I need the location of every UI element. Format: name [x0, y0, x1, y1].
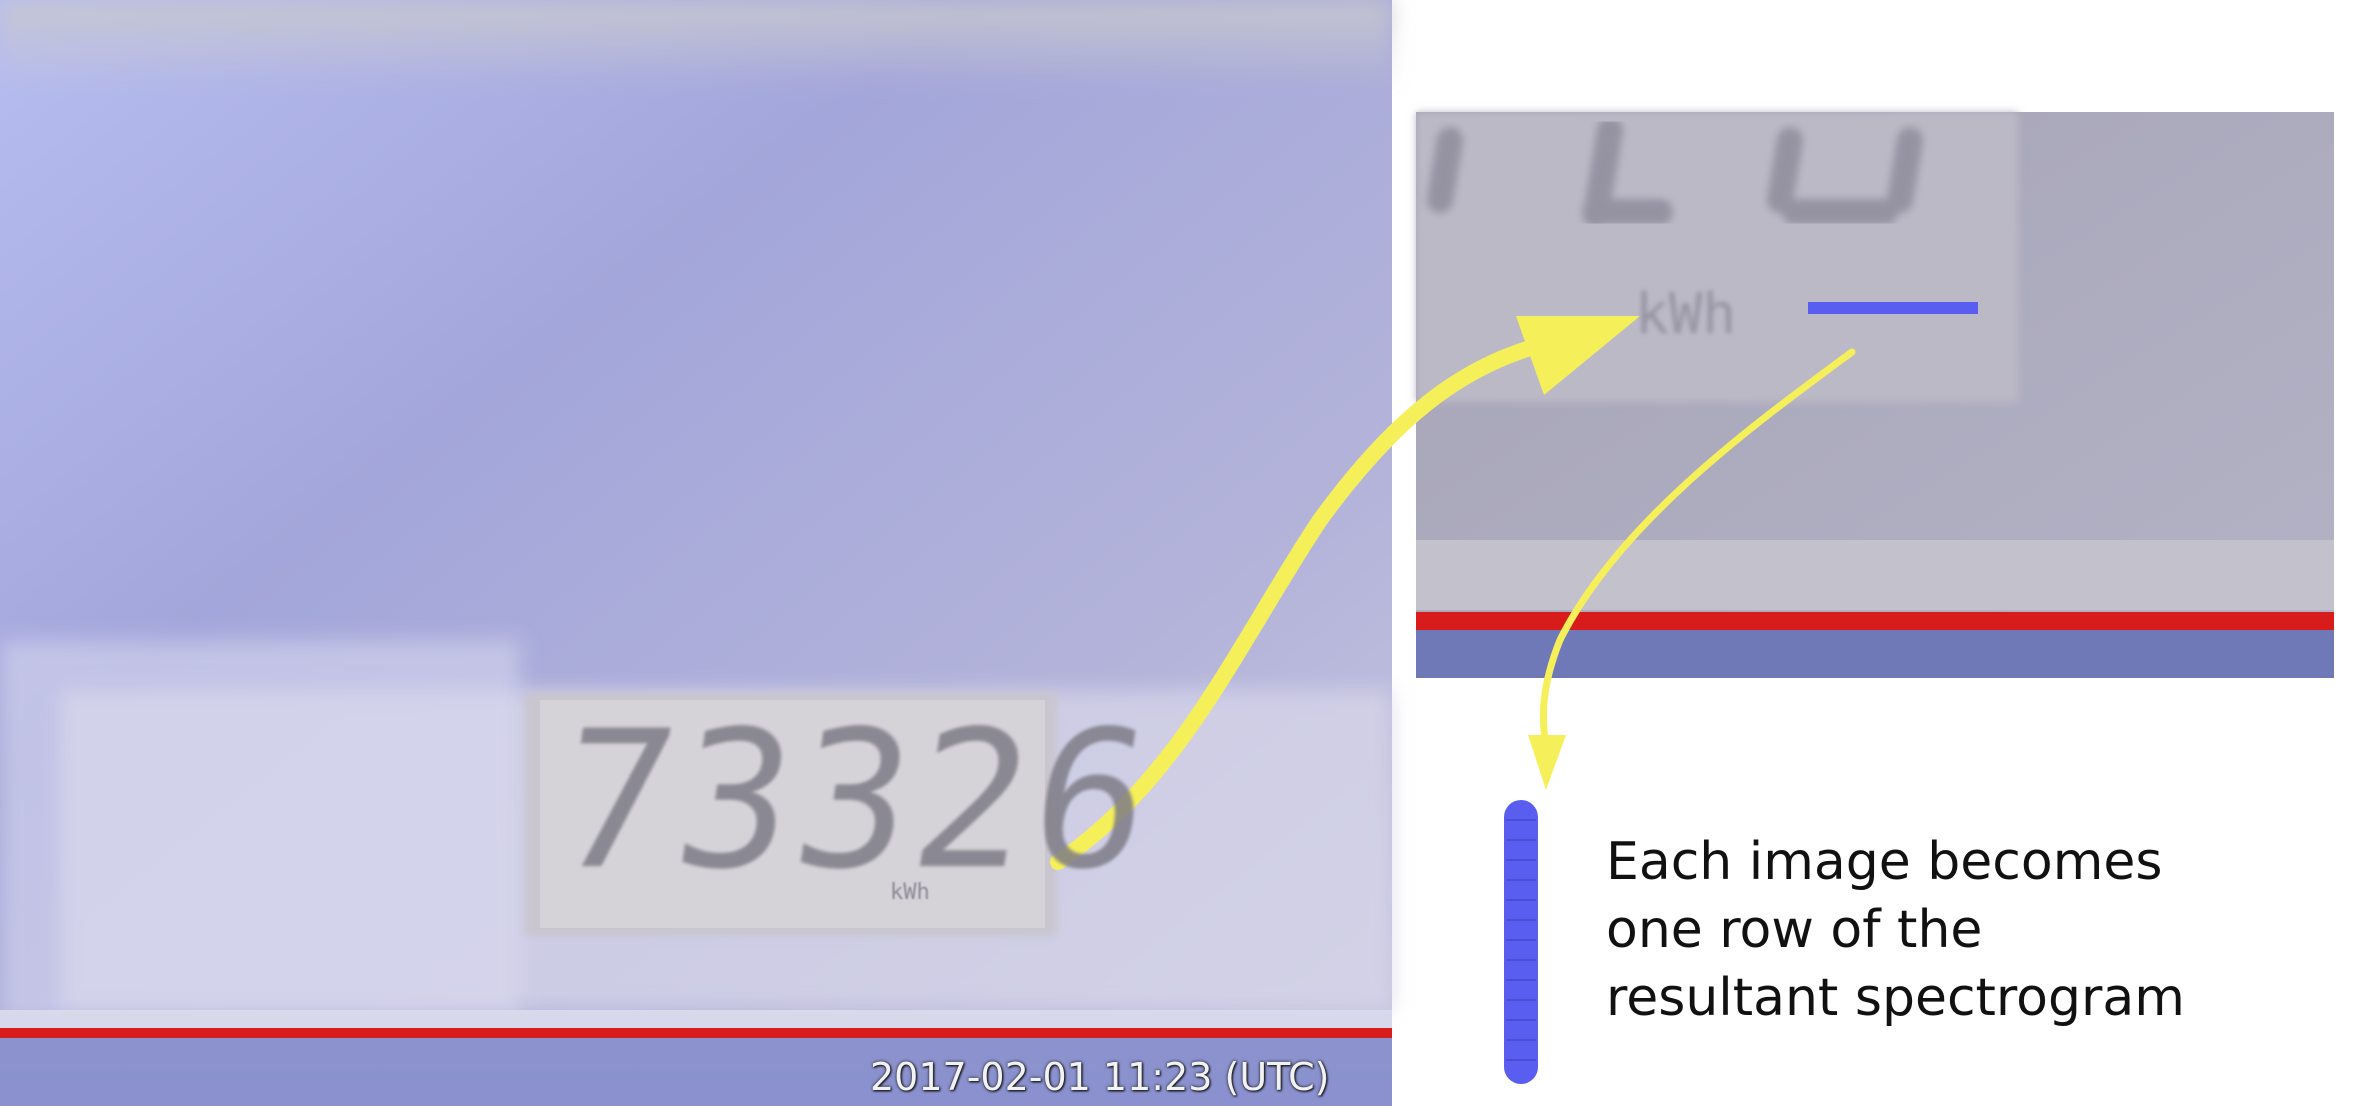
left-photo: [0, 0, 1392, 1106]
caption-line-2: one row of the: [1606, 900, 1983, 960]
spectrogram-row: [1504, 800, 1538, 1084]
inset-red-line: [1416, 612, 2334, 630]
arrow-to-row: [1528, 348, 1856, 790]
meter-unit: kWh: [890, 880, 930, 905]
meter-display: [525, 692, 1057, 936]
inset-unit-label: kWh: [1635, 282, 1737, 347]
photo-timestamp: 2017-02-01 11:23 (UTC): [870, 1055, 1330, 1099]
arrow-to-inset: [1050, 316, 1640, 870]
baseline-red-line: [0, 1028, 1392, 1038]
scan-line: [1808, 302, 1978, 314]
zoom-inset: [1416, 112, 2334, 678]
meter-reading: 73326: [544, 690, 1168, 911]
caption-line-1: Each image becomes: [1606, 832, 2163, 892]
caption: Each image becomes one row of the result…: [1606, 828, 2306, 1032]
caption-line-3: resultant spectrogram: [1606, 968, 2185, 1028]
